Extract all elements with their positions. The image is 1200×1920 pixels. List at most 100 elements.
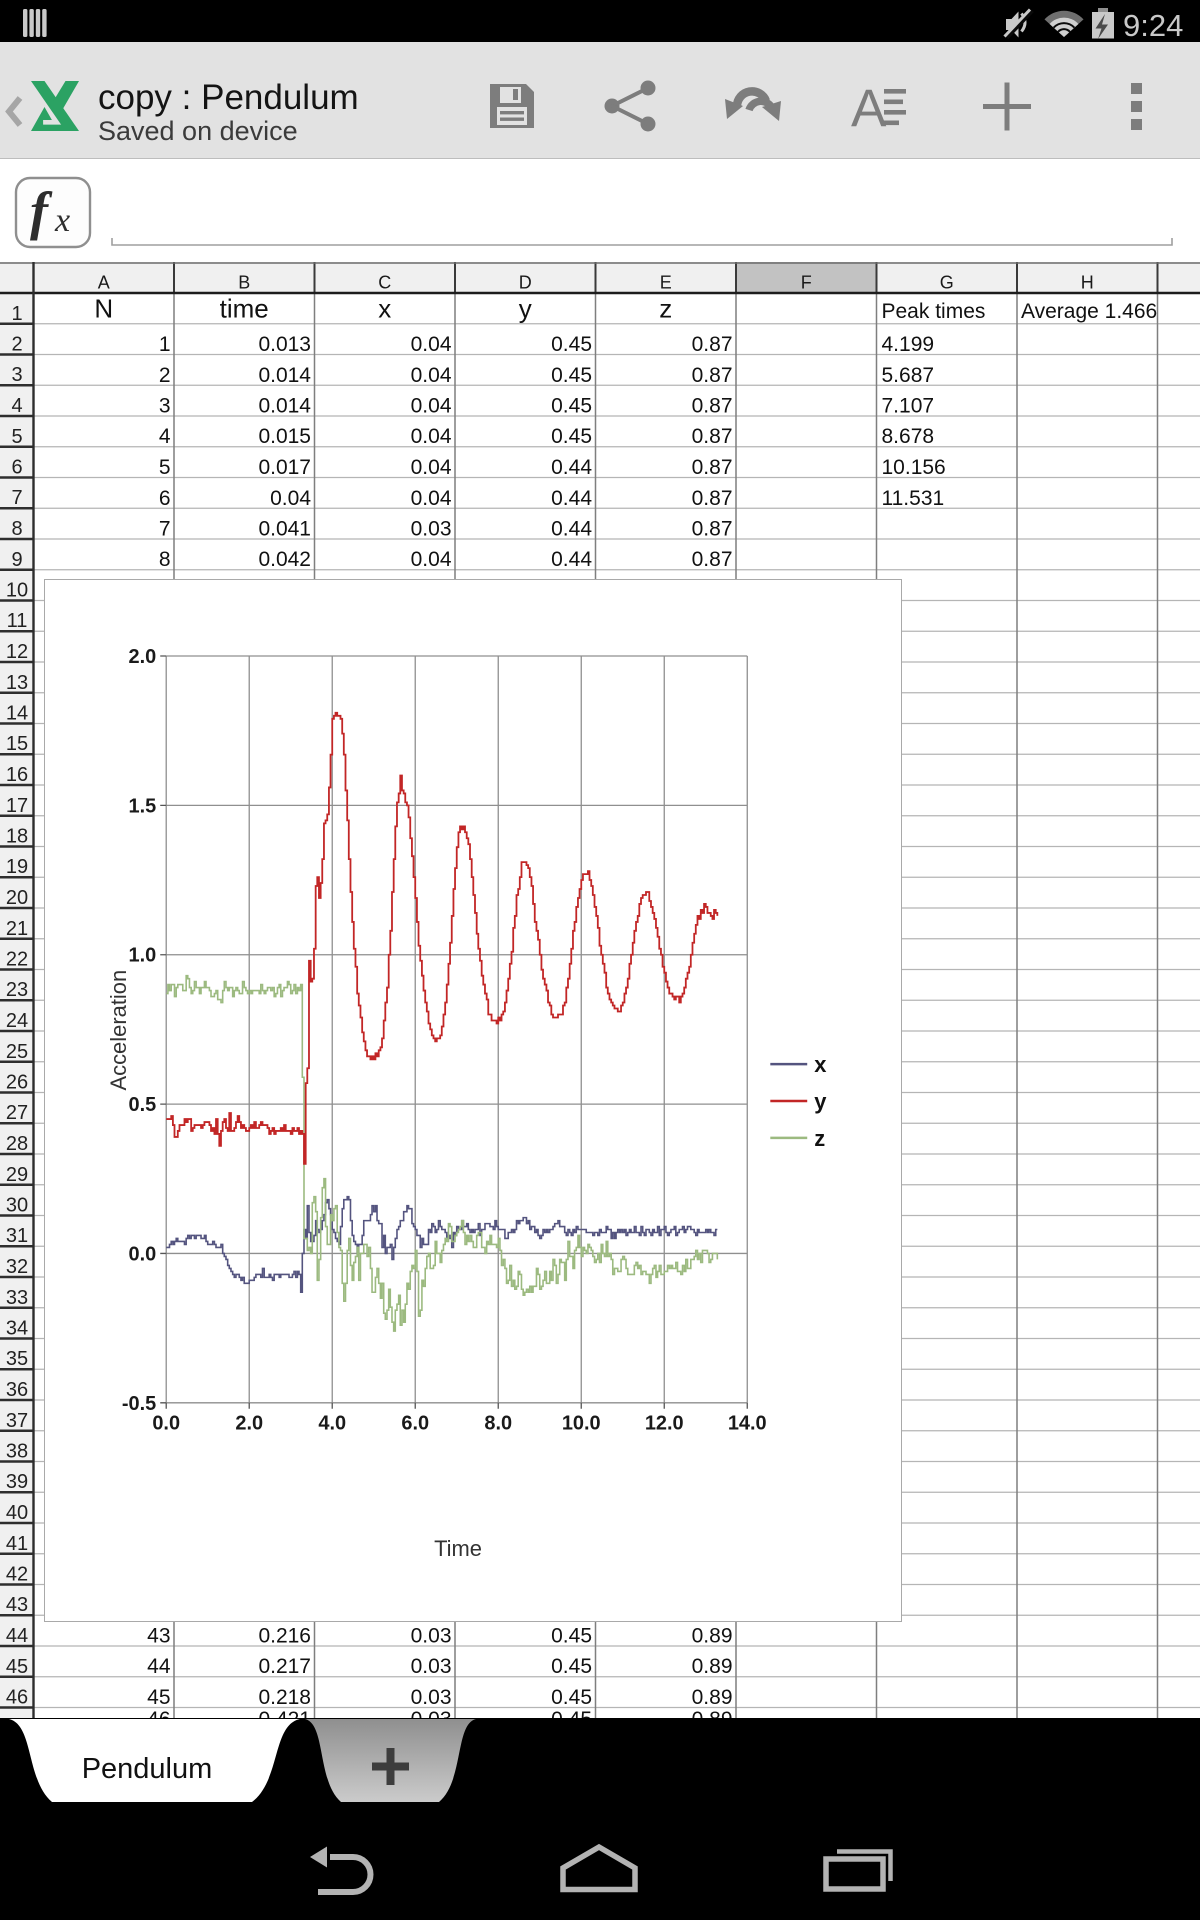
svg-text:0.04: 0.04 [411, 364, 452, 387]
svg-text:0.04: 0.04 [411, 487, 452, 510]
svg-text:8: 8 [159, 548, 171, 571]
svg-text:47: 47 [6, 1717, 28, 1718]
svg-text:0.87: 0.87 [692, 364, 733, 387]
svg-text:41: 41 [6, 1533, 28, 1555]
svg-text:0.421: 0.421 [258, 1708, 311, 1718]
svg-text:37: 37 [6, 1410, 28, 1432]
svg-text:4.0: 4.0 [318, 1413, 346, 1435]
svg-text:27: 27 [6, 1102, 28, 1124]
svg-text:15: 15 [6, 733, 28, 755]
svg-text:Average 1.466: Average 1.466 [1021, 300, 1157, 323]
svg-text:8.678: 8.678 [882, 425, 935, 448]
svg-text:1.5: 1.5 [129, 795, 157, 817]
svg-text:0.04: 0.04 [411, 425, 452, 448]
svg-text:0.0: 0.0 [152, 1413, 180, 1435]
svg-text:20: 20 [6, 887, 28, 909]
svg-text:4.199: 4.199 [882, 333, 935, 356]
svg-text:0.017: 0.017 [258, 456, 311, 479]
svg-text:43: 43 [6, 1594, 28, 1616]
svg-text:3: 3 [11, 364, 22, 386]
svg-text:0.013: 0.013 [258, 333, 311, 356]
svg-text:28: 28 [6, 1133, 28, 1155]
svg-text:5: 5 [11, 426, 22, 448]
svg-text:8.0: 8.0 [484, 1413, 512, 1435]
svg-text:0.44: 0.44 [551, 456, 592, 479]
svg-text:x: x [814, 1052, 827, 1077]
svg-text:y: y [814, 1089, 827, 1114]
svg-text:-0.5: -0.5 [122, 1393, 156, 1415]
svg-text:0.014: 0.014 [258, 395, 311, 418]
svg-text:x: x [378, 294, 391, 324]
svg-text:39: 39 [6, 1471, 28, 1493]
svg-text:y: y [519, 294, 532, 324]
svg-text:0.44: 0.44 [551, 548, 592, 571]
svg-text:0.03: 0.03 [411, 1655, 452, 1678]
svg-text:z: z [814, 1126, 825, 1151]
svg-text:45: 45 [147, 1686, 170, 1709]
svg-text:0.45: 0.45 [551, 333, 592, 356]
svg-text:0.87: 0.87 [692, 518, 733, 541]
svg-text:0.5: 0.5 [129, 1094, 157, 1116]
svg-text:9: 9 [11, 549, 22, 571]
svg-text:x: x [54, 202, 70, 239]
svg-text:0.03: 0.03 [411, 1625, 452, 1648]
svg-text:0.45: 0.45 [551, 364, 592, 387]
svg-text:19: 19 [6, 856, 28, 878]
svg-text:38: 38 [6, 1441, 28, 1463]
svg-text:0.87: 0.87 [692, 456, 733, 479]
svg-text:31: 31 [6, 1225, 28, 1247]
svg-text:12.0: 12.0 [645, 1413, 684, 1435]
svg-text:43: 43 [147, 1625, 170, 1648]
svg-text:0.45: 0.45 [551, 1686, 592, 1709]
svg-text:10.156: 10.156 [882, 456, 946, 479]
svg-text:11: 11 [7, 610, 28, 632]
svg-text:0.04: 0.04 [411, 395, 452, 418]
svg-text:D: D [519, 273, 532, 293]
svg-text:0.45: 0.45 [551, 1655, 592, 1678]
svg-text:4: 4 [11, 395, 22, 417]
svg-text:B: B [238, 273, 250, 293]
svg-text:G: G [940, 273, 954, 293]
svg-text:1.0: 1.0 [129, 945, 157, 967]
svg-text:0.03: 0.03 [411, 1686, 452, 1709]
svg-text:0.03: 0.03 [411, 518, 452, 541]
svg-text:A: A [98, 273, 110, 293]
svg-text:26: 26 [6, 1072, 28, 1094]
svg-text:0.04: 0.04 [270, 487, 311, 510]
svg-text:0.014: 0.014 [258, 364, 311, 387]
svg-text:Acceleration: Acceleration [106, 970, 131, 1091]
svg-text:2: 2 [11, 334, 22, 356]
svg-text:0.45: 0.45 [551, 425, 592, 448]
svg-text:0.04: 0.04 [411, 456, 452, 479]
svg-text:4: 4 [159, 425, 171, 448]
svg-text:Pendulum: Pendulum [82, 1753, 213, 1785]
svg-text:22: 22 [6, 949, 28, 971]
svg-text:copy : Pendulum: copy : Pendulum [98, 78, 359, 117]
svg-text:11.531: 11.531 [882, 487, 945, 510]
svg-text:0.89: 0.89 [692, 1708, 733, 1718]
svg-text:12: 12 [6, 641, 28, 663]
svg-text:0.015: 0.015 [258, 425, 311, 448]
svg-text:9:24: 9:24 [1123, 8, 1183, 42]
svg-text:A: A [851, 79, 887, 138]
svg-text:2.0: 2.0 [129, 646, 157, 668]
svg-text:35: 35 [6, 1348, 28, 1370]
svg-text:5.687: 5.687 [882, 364, 935, 387]
svg-text:z: z [659, 294, 672, 324]
svg-text:f: f [30, 181, 53, 241]
svg-text:0.216: 0.216 [258, 1625, 311, 1648]
svg-text:46: 46 [147, 1708, 170, 1718]
svg-text:40: 40 [6, 1502, 28, 1524]
svg-text:3: 3 [159, 395, 171, 418]
svg-text:0.04: 0.04 [411, 548, 452, 571]
svg-text:0.03: 0.03 [411, 1708, 452, 1718]
svg-text:14.0: 14.0 [728, 1413, 767, 1435]
svg-text:34: 34 [6, 1318, 28, 1340]
svg-text:0.89: 0.89 [692, 1625, 733, 1648]
svg-text:0.45: 0.45 [551, 395, 592, 418]
svg-text:H: H [1081, 273, 1094, 293]
svg-text:0.89: 0.89 [692, 1655, 733, 1678]
svg-text:44: 44 [147, 1655, 171, 1678]
svg-text:0.041: 0.041 [258, 518, 311, 541]
svg-text:10: 10 [6, 580, 28, 602]
